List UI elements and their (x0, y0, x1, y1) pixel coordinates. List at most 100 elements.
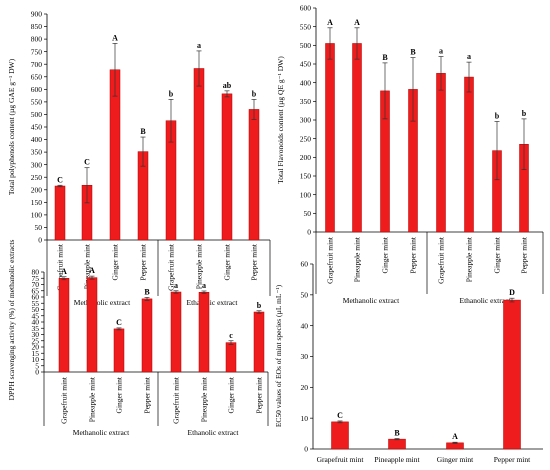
y-tick-label: 65 (32, 286, 40, 295)
significance-letter: D (509, 288, 515, 297)
significance-letter: b (522, 109, 527, 118)
y-tick-label: 45 (32, 311, 40, 320)
significance-letter: A (452, 432, 458, 441)
category-label: Ginger mint (115, 376, 124, 413)
bar (170, 291, 182, 373)
category-label: Pepper mint (520, 236, 529, 273)
y-tick-label: 750 (31, 47, 43, 56)
category-label: Pepper mint (139, 243, 148, 280)
y-tick-label: 700 (31, 60, 43, 69)
y-tick-label: 5 (35, 361, 39, 370)
significance-letter: B (144, 287, 150, 296)
significance-letter: a (467, 52, 471, 61)
bar (141, 298, 153, 373)
y-tick-label: 15 (32, 349, 40, 358)
y-tick-label: 350 (31, 148, 43, 157)
category-label: Grapefruit mint (437, 236, 446, 284)
significance-letter: C (84, 158, 90, 167)
category-label: Pineapple mint (195, 243, 204, 289)
y-tick-label: 500 (31, 110, 43, 119)
category-label: Ginger mint (227, 376, 236, 413)
y-tick-label: 350 (300, 97, 312, 106)
y-tick-label: 40 (32, 318, 40, 327)
y-tick-label: 60 (301, 260, 309, 269)
y-tick-label: 20 (301, 383, 309, 392)
y-axis-label: Total Flavonoids content (µg QE g⁻¹ DW) (276, 56, 285, 184)
y-tick-label: 100 (31, 210, 43, 219)
significance-letter: C (337, 411, 343, 420)
category-label: Grapefruit mint (326, 236, 335, 284)
significance-letter: a (439, 47, 443, 56)
y-tick-label: 30 (32, 330, 40, 339)
y-tick-label: 400 (300, 78, 312, 87)
y-tick-label: 650 (31, 72, 43, 81)
category-label: Pepper mint (409, 236, 418, 273)
category-label: Pepper mint (143, 376, 152, 413)
group-label: Methanolic extract (343, 296, 400, 305)
y-tick-label: 30 (301, 352, 309, 361)
y-tick-label: 10 (301, 414, 309, 423)
y-tick-label: 600 (300, 4, 312, 13)
significance-letter: b (257, 301, 262, 310)
chart-panel-4: 0 10 20 30 40 50 60 EC50 values of EOs of mint … (274, 260, 543, 464)
significance-letter: a (197, 41, 201, 50)
significance-letter: A (112, 33, 118, 42)
y-tick-label: 50 (304, 209, 312, 218)
category-label: Ginger mint (111, 243, 120, 280)
significance-letter: B (394, 429, 400, 438)
bar (325, 43, 335, 233)
y-tick-label: 450 (31, 123, 43, 132)
category-label: Ginger mint (381, 236, 390, 273)
category-label: Grapefruit mint (172, 376, 181, 424)
y-tick-label: 550 (300, 22, 312, 31)
category-label: Pineapple mint (88, 376, 97, 422)
significance-letter: B (410, 48, 416, 57)
category-label: Grapefruit mint (60, 376, 69, 424)
y-tick-label: 50 (35, 223, 43, 232)
significance-letter: B (140, 127, 146, 136)
category-label: Ginger mint (493, 236, 502, 273)
y-tick-label: 100 (300, 190, 312, 199)
significance-letter: A (89, 266, 95, 275)
y-tick-label: 300 (31, 160, 43, 169)
significance-letter: b (169, 89, 174, 98)
category-label: Ginger mint (437, 455, 474, 464)
group-label: Methanolic extract (74, 298, 131, 307)
bar (331, 421, 349, 450)
y-tick-label: 35 (32, 324, 40, 333)
chart-panel-2: 0 50 100 150 200 250 300 350 400 450 500 550 600 Tota… (276, 4, 544, 305)
significance-letter: A (61, 267, 67, 276)
y-tick-label: 200 (31, 185, 43, 194)
significance-letter: A (327, 18, 333, 27)
category-label: Grapefruit mint (167, 243, 176, 291)
bar (113, 328, 125, 373)
significance-letter: ab (223, 81, 232, 90)
y-tick-label: 55 (32, 299, 40, 308)
y-tick-label: 250 (31, 173, 43, 182)
bar (503, 299, 521, 450)
category-label: Pineapple mint (374, 455, 420, 464)
bar (352, 43, 362, 233)
significance-letter: b (252, 89, 257, 98)
category-label: Pineapple mint (353, 236, 362, 282)
category-label: Pepper mint (255, 376, 264, 413)
significance-letter: a (174, 281, 178, 290)
y-tick-label: 75 (32, 274, 40, 283)
category-label: Grapefruit mint (56, 243, 65, 291)
y-tick-label: 550 (31, 97, 43, 106)
y-tick-label: 0 (307, 228, 311, 237)
y-tick-label: 50 (301, 290, 309, 299)
significance-letter: B (382, 53, 388, 62)
significance-letter: A (354, 18, 360, 27)
y-tick-label: 70 (32, 280, 40, 289)
y-tick-label: 0 (304, 445, 308, 454)
chart-panel-1: 0 50 100 150 200 250 300 350 400 450 500 550 600 650 7… (7, 10, 271, 307)
y-tick-label: 0 (38, 236, 42, 245)
y-tick-label: 0 (35, 368, 39, 377)
significance-letter: C (57, 175, 63, 184)
category-label: Ginger mint (223, 243, 232, 280)
category-label: Pineapple mint (83, 243, 92, 289)
y-tick-label: 60 (32, 293, 40, 302)
y-tick-label: 500 (300, 41, 312, 50)
